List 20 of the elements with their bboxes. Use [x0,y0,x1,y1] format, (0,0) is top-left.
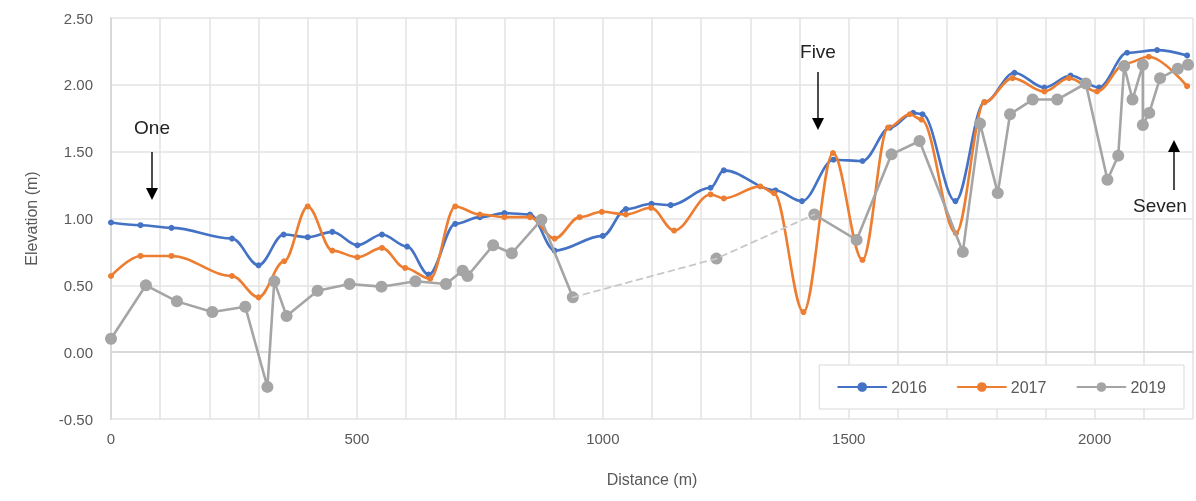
y-axis-title: Elevation (m) [22,171,40,266]
legend-label: 2019 [1130,378,1167,396]
x-tick-label: 0 [106,430,116,447]
y-tick-label: 2.50 [63,9,93,27]
x-tick-label: 500 [344,430,370,447]
x-axis-title: Distance (m) [606,470,698,488]
x-tick-label: 2000 [1077,430,1112,447]
annotation: Seven [1133,195,1187,217]
legend-label: 2017 [1010,378,1047,396]
y-tick-label: 1.00 [63,210,93,227]
y-tick-label: -0.50 [58,410,93,428]
y-tick-label: 2.00 [63,76,93,94]
annotation: Five [800,41,836,63]
x-tick-label: 1500 [832,430,866,447]
y-tick-label: 1.50 [63,143,93,161]
y-tick-label: 0.00 [63,343,93,361]
annotation: One [134,117,170,139]
y-tick-label: 0.50 [63,276,93,294]
x-tick-label: 1000 [586,430,620,447]
legend-label: 2016 [891,378,927,396]
